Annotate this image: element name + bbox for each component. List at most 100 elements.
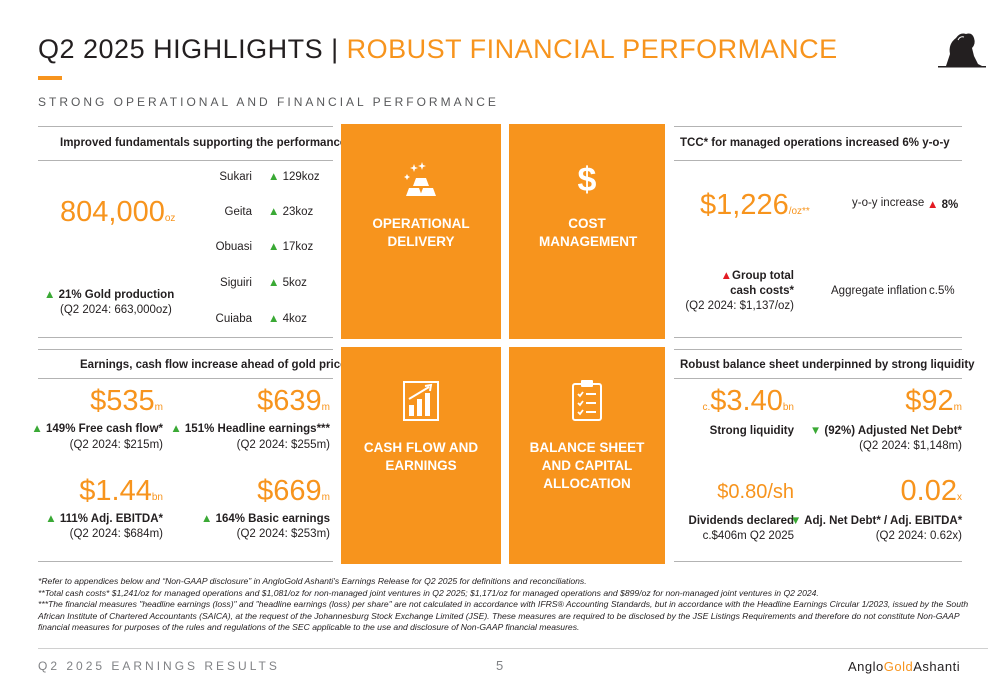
divider — [38, 378, 333, 379]
brand-part: Ashanti — [913, 659, 961, 674]
divider — [38, 349, 333, 350]
tcc-unit: /oz** — [788, 206, 810, 217]
mine-value-text: 23koz — [282, 206, 314, 218]
gtc-prior: (Q2 2024: $1,137/oz) — [685, 300, 794, 312]
production-heading: Improved fundamentals supporting the per… — [60, 137, 347, 149]
basic-earnings-label: ▲ 164% Basic earnings — [170, 513, 330, 525]
divider — [674, 349, 962, 350]
mine-value: ▲ 5koz — [268, 277, 307, 289]
liquidity-prefix: c. — [702, 402, 711, 413]
mine-name: Sukari — [219, 171, 252, 183]
gtc-label-line1: Group total — [732, 270, 794, 282]
page-subtitle: STRONG OPERATIONAL AND FINANCIAL PERFORM… — [38, 95, 499, 109]
footnote-2: **Total cash costs* $1,241/oz for manage… — [38, 587, 819, 598]
inflation-value: c.5% — [929, 285, 955, 297]
dividend-value: $0.80/sh — [717, 481, 794, 503]
inflation-label: Aggregate inflation — [831, 285, 927, 297]
adj-ebitda-prior: (Q2 2024: $684m) — [69, 528, 163, 540]
divider — [38, 126, 333, 127]
dollar-icon: $ — [577, 161, 597, 199]
tile-label: CASH FLOW AND EARNINGS — [363, 440, 479, 473]
liquidity-value: c.$3.40bn — [680, 385, 794, 418]
yoy-value-text: 8% — [941, 199, 959, 211]
tcc-number: $1,226 — [700, 189, 789, 221]
leverage-ratio-label-text: Adj. Net Debt* / Adj. EBITDA* — [804, 515, 963, 527]
headline-earnings-label: ▲ 151% Headline earnings*** — [170, 423, 330, 435]
footnote-1: *Refer to appendices below and “Non-GAAP… — [38, 576, 587, 586]
mine-value: ▲ 4koz — [268, 313, 307, 325]
mine-name: Siguiri — [220, 277, 252, 289]
gold-production-prior: (Q2 2024: 663,000oz) — [60, 304, 172, 316]
tile-operational-delivery: OPERATIONAL DELIVERY — [341, 124, 501, 339]
mine-name: Obuasi — [215, 241, 252, 253]
clipboard-icon — [572, 380, 602, 421]
up-arrow-icon: ▲ — [927, 199, 939, 211]
gold-bars-icon — [404, 162, 436, 196]
gold-production-number: 804,000 — [60, 196, 165, 228]
up-arrow-icon: ▲ — [200, 513, 213, 525]
tile-cost-management: $ COST MANAGEMENT — [509, 124, 665, 339]
footnote-3: ***The financial measures "headline earn… — [38, 599, 969, 633]
mine-value-text: 4koz — [282, 313, 307, 325]
mine-value-text: 129koz — [282, 171, 320, 183]
gold-production-change: ▲ 21% Gold production — [44, 289, 174, 301]
gold-production-change-label: 21% Gold production — [58, 289, 175, 301]
balance-heading: Robust balance sheet underpinned by stro… — [680, 359, 975, 371]
liquidity-unit: bn — [782, 402, 794, 413]
down-arrow-icon: ▼ — [790, 515, 802, 527]
brand-part: Gold — [883, 659, 914, 674]
brand-part: Anglo — [848, 659, 884, 674]
yoy-value: ▲ 8% — [927, 199, 958, 211]
leverage-ratio-label: ▼ Adj. Net Debt* / Adj. EBITDA* — [790, 515, 962, 527]
headline-earnings-value: $639m — [180, 385, 330, 418]
adj-ebitda-value: $1.44bn — [38, 475, 163, 508]
tile-label: OPERATIONAL DELIVERY — [372, 216, 470, 249]
up-arrow-icon: ▲ — [31, 423, 43, 435]
divider — [674, 160, 962, 161]
page-number: 5 — [496, 658, 504, 673]
bar-chart-icon — [403, 381, 439, 421]
page-title: Q2 2025 HIGHLIGHTS | ROBUST FINANCIAL PERF… — [38, 34, 838, 65]
gold-production-value: 804,000oz — [60, 196, 175, 229]
up-arrow-icon: ▲ — [45, 513, 57, 525]
liquidity-number: $3.40 — [710, 385, 783, 417]
net-debt-value: $92m — [820, 385, 962, 418]
divider — [674, 337, 962, 338]
up-arrow-icon: ▲ — [268, 277, 280, 289]
mine-name: Geita — [224, 206, 253, 218]
mine-name: Cuiaba — [215, 313, 252, 325]
liquidity-label: Strong liquidity — [709, 425, 794, 437]
metric-number: $1.44 — [79, 475, 152, 507]
yoy-label: y-o-y increase — [852, 197, 925, 209]
divider — [38, 160, 333, 161]
basic-earnings-prior: (Q2 2024: $253m) — [236, 528, 330, 540]
metric-number: $535 — [90, 385, 155, 417]
gtc-label-line2: cash costs* — [730, 285, 794, 297]
free-cash-flow-prior: (Q2 2024: $215m) — [69, 439, 163, 451]
up-arrow-icon: ▲ — [268, 241, 280, 253]
divider — [674, 561, 962, 562]
down-arrow-icon: ▼ — [809, 425, 822, 437]
adj-ebitda-label: ▲ 111% Adj. EBITDA* — [30, 513, 163, 525]
title-accent-bar — [38, 76, 62, 80]
metric-label: 164% Basic earnings — [215, 513, 330, 525]
leverage-ratio-number: 0.02 — [900, 475, 957, 507]
metric-unit: m — [321, 492, 330, 503]
mine-value: ▲ 129koz — [268, 171, 320, 183]
footnotes: *Refer to appendices below and “Non-GAAP… — [38, 576, 988, 634]
dividend-sub: c.$406m Q2 2025 — [702, 530, 794, 542]
net-debt-unit: m — [953, 402, 962, 413]
up-arrow-icon: ▲ — [268, 206, 280, 218]
net-debt-number: $92 — [905, 385, 954, 417]
up-arrow-icon: ▲ — [268, 313, 280, 325]
divider — [38, 561, 333, 562]
title-sub: ROBUST FINANCIAL PERFORMANCE — [346, 34, 838, 64]
gold-production-unit: oz — [164, 213, 176, 224]
metric-number: $669 — [257, 475, 322, 507]
divider — [674, 378, 962, 379]
headline-earnings-prior: (Q2 2024: $255m) — [236, 439, 330, 451]
up-arrow-icon: ▲ — [44, 289, 56, 301]
divider — [38, 337, 333, 338]
group-total-cash-costs: ▲Group total — [680, 270, 794, 282]
free-cash-flow-label: ▲ 149% Free cash flow* — [30, 423, 163, 435]
